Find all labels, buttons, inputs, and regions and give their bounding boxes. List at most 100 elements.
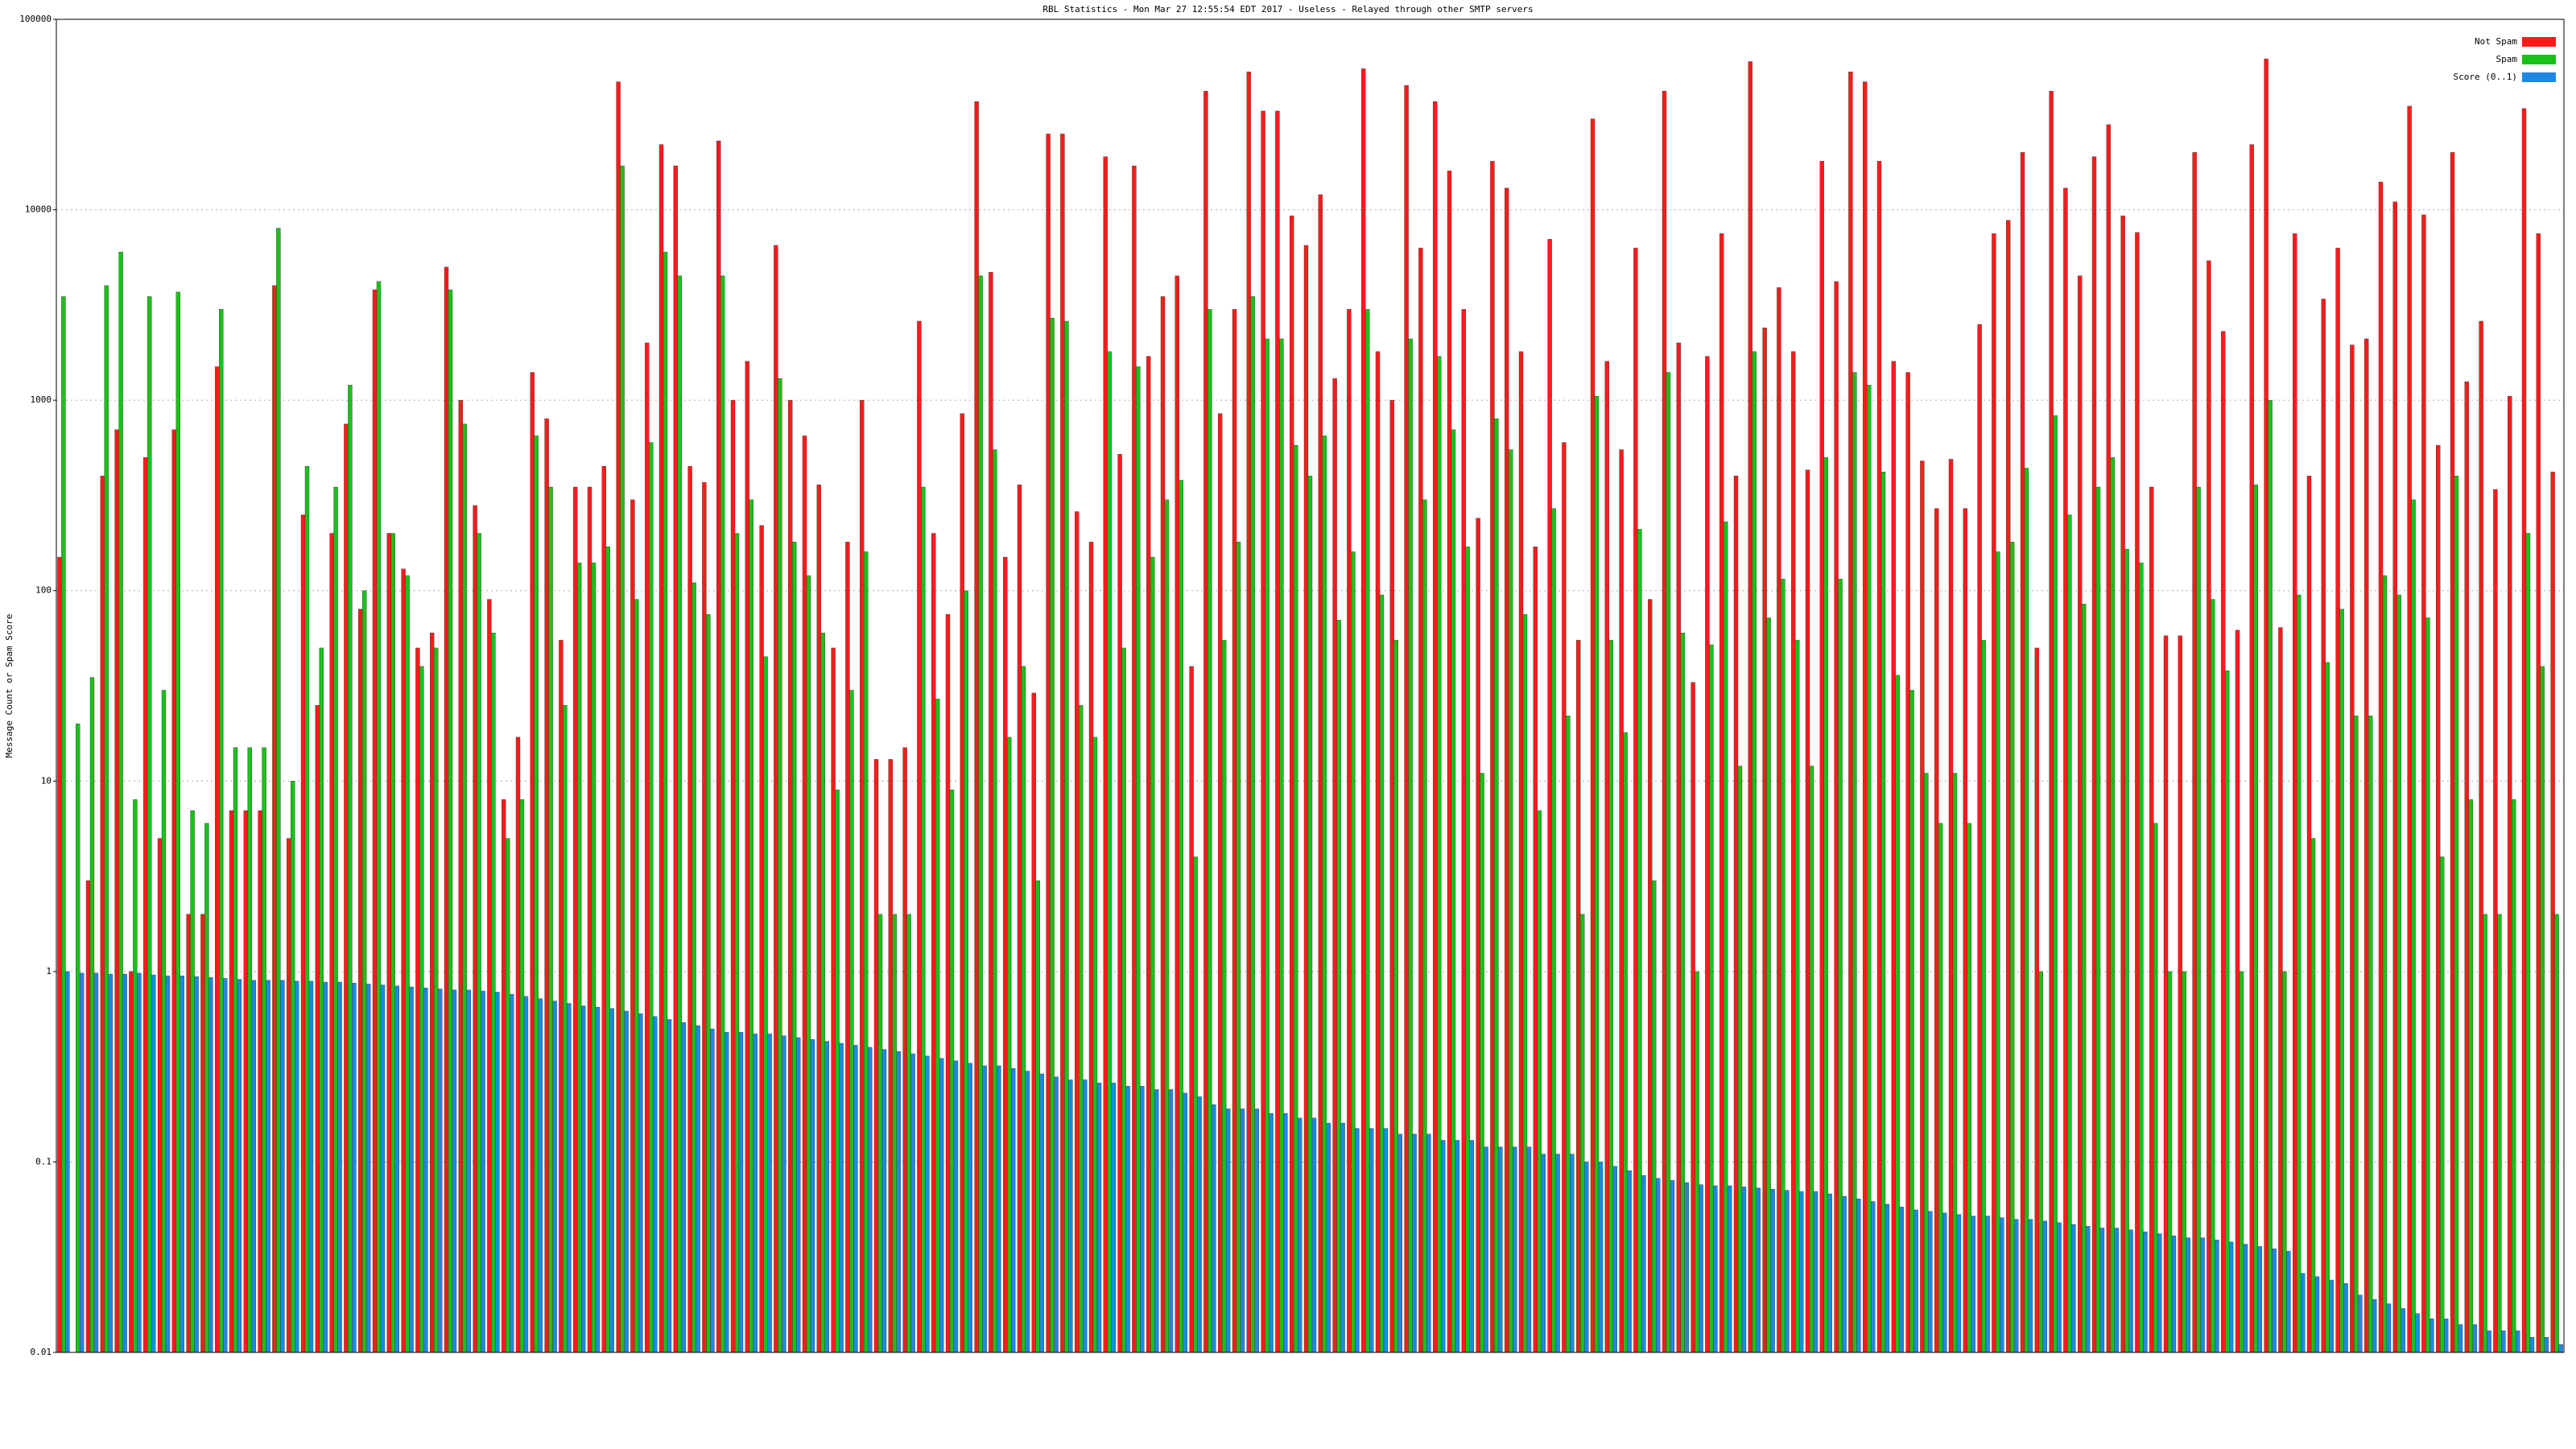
bar bbox=[2120, 215, 2125, 1353]
bar bbox=[2339, 609, 2344, 1353]
bar bbox=[1017, 484, 1022, 1353]
bar bbox=[1025, 1071, 1030, 1353]
bar bbox=[2013, 1219, 2019, 1353]
bar bbox=[658, 144, 664, 1353]
bar bbox=[430, 632, 435, 1353]
bar bbox=[1509, 449, 1513, 1353]
bar bbox=[860, 399, 865, 1353]
bar bbox=[1060, 134, 1065, 1353]
bar bbox=[437, 989, 443, 1353]
bar bbox=[2436, 444, 2441, 1353]
bar bbox=[2128, 1229, 2133, 1353]
y-tick-label: 0.01 bbox=[31, 1347, 52, 1357]
bar bbox=[2454, 476, 2459, 1353]
bar bbox=[534, 436, 539, 1353]
bar bbox=[100, 476, 105, 1353]
bar bbox=[1236, 542, 1241, 1353]
bar bbox=[452, 989, 457, 1353]
bar bbox=[448, 289, 453, 1353]
bar bbox=[2392, 201, 2398, 1353]
bar bbox=[2378, 181, 2384, 1353]
bar bbox=[1541, 1154, 1546, 1353]
bar bbox=[767, 1034, 772, 1353]
bar bbox=[208, 977, 213, 1353]
bar bbox=[1361, 68, 1366, 1353]
bar bbox=[745, 361, 750, 1353]
bar bbox=[1781, 579, 1785, 1353]
bar bbox=[122, 973, 127, 1353]
bar bbox=[1777, 287, 1781, 1353]
bar bbox=[881, 1049, 887, 1353]
bar bbox=[2178, 635, 2183, 1353]
bar bbox=[1426, 1133, 1431, 1353]
bar bbox=[2536, 233, 2541, 1353]
bar bbox=[1981, 639, 1986, 1353]
bar bbox=[1332, 378, 1337, 1353]
bar bbox=[864, 551, 869, 1353]
bar bbox=[931, 533, 936, 1353]
bar bbox=[577, 562, 582, 1353]
bar bbox=[810, 1039, 815, 1353]
bar bbox=[1261, 110, 1265, 1353]
bar bbox=[2487, 1330, 2491, 1353]
bar bbox=[1136, 366, 1141, 1353]
bar bbox=[1203, 90, 1208, 1353]
bar bbox=[2192, 152, 2197, 1353]
bar bbox=[1580, 914, 1585, 1353]
bar bbox=[2350, 345, 2355, 1353]
bar bbox=[1347, 309, 1352, 1353]
bar bbox=[1880, 472, 1886, 1353]
bar bbox=[2396, 594, 2401, 1353]
bar bbox=[495, 992, 500, 1353]
bar bbox=[1570, 1154, 1575, 1353]
bar bbox=[2321, 299, 2326, 1353]
bar bbox=[1054, 1076, 1059, 1353]
bar bbox=[1648, 599, 1653, 1353]
bar bbox=[372, 289, 378, 1353]
bar bbox=[1269, 1113, 1274, 1353]
bar bbox=[1240, 1108, 1245, 1353]
bar bbox=[1340, 1122, 1345, 1353]
bar bbox=[2314, 1276, 2320, 1353]
bar bbox=[1576, 639, 1581, 1353]
bar bbox=[143, 457, 148, 1353]
bar bbox=[802, 436, 807, 1353]
bar bbox=[2010, 542, 2015, 1353]
bar bbox=[1490, 160, 1495, 1353]
bar bbox=[960, 413, 965, 1353]
bar bbox=[1232, 309, 1237, 1353]
bar bbox=[1303, 245, 1309, 1353]
bar bbox=[1050, 317, 1055, 1353]
bar bbox=[2067, 514, 2072, 1353]
bar bbox=[1867, 385, 1872, 1353]
bar bbox=[1848, 72, 1853, 1353]
bar bbox=[2157, 1233, 2162, 1353]
bar bbox=[2458, 1324, 2463, 1353]
bar bbox=[552, 1001, 557, 1353]
bar bbox=[1956, 1214, 1962, 1353]
bar bbox=[1218, 413, 1223, 1353]
bar bbox=[386, 533, 392, 1353]
bar bbox=[1212, 1104, 1216, 1353]
bar bbox=[2211, 599, 2215, 1353]
bar bbox=[1863, 81, 1868, 1353]
bar bbox=[716, 140, 721, 1353]
bar bbox=[2078, 275, 2083, 1353]
bar bbox=[1798, 1191, 1804, 1353]
bar bbox=[1326, 1122, 1331, 1353]
bar bbox=[2249, 144, 2255, 1353]
bar bbox=[2000, 1217, 2004, 1353]
y-tick-label: 100000 bbox=[19, 14, 52, 24]
bar bbox=[974, 101, 979, 1353]
bar bbox=[390, 533, 395, 1353]
bar bbox=[462, 423, 467, 1353]
bar bbox=[687, 465, 692, 1353]
bar bbox=[1294, 444, 1298, 1353]
bar bbox=[2306, 476, 2312, 1353]
bar bbox=[2329, 1279, 2334, 1353]
bar bbox=[2401, 1308, 2405, 1353]
bar bbox=[2472, 1324, 2477, 1353]
bar bbox=[624, 1010, 629, 1353]
bar bbox=[1522, 614, 1528, 1353]
